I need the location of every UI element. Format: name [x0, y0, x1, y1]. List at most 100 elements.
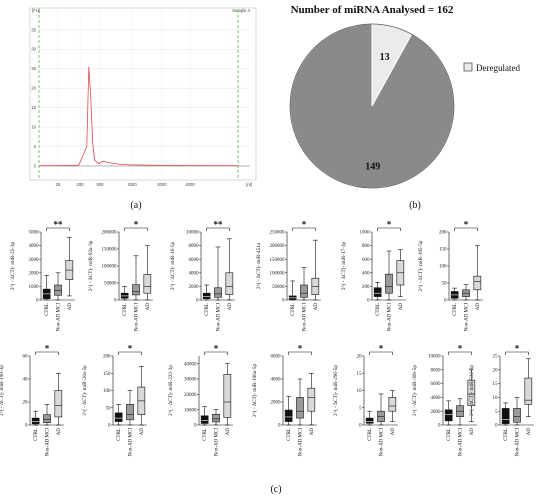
box-non-ad-mci — [126, 403, 134, 421]
box-non-ad-mci — [54, 284, 62, 296]
x-tick-label: 200 — [77, 182, 85, 187]
box-ad — [54, 390, 63, 418]
y-tick-label: 10000 — [186, 231, 199, 236]
y-axis-label: 2^( - ΔCT)- miR-16-5p — [169, 241, 176, 290]
y-tick-label: 0 — [34, 164, 37, 169]
y-tick-label: 100000 — [270, 271, 286, 276]
pie-outline — [289, 23, 455, 189]
y-tick-label: 0 — [196, 299, 199, 304]
y-tick-label: 30 — [31, 47, 36, 52]
box-non-ad-mci — [296, 397, 304, 419]
box-non-ad-mci — [214, 287, 222, 298]
y-axis-label: 2^( - ΔCT)- miR-17-3p — [340, 241, 347, 290]
y-tick-label: 150000 — [270, 258, 286, 263]
significance-bracket — [288, 351, 312, 355]
y-tick-label: 0 — [114, 299, 117, 304]
y-tick-label: 25 — [493, 355, 499, 360]
y-tick-label: 150 — [439, 248, 447, 253]
significance-bracket — [206, 227, 230, 231]
significance-label: * — [298, 344, 303, 354]
y-tick-label: 60 — [23, 355, 29, 360]
y-tick-label: 25 — [31, 66, 36, 71]
significance-label: * — [128, 344, 133, 354]
significance-bracket — [369, 351, 393, 355]
x-category-label: Non-AD MCI — [516, 428, 521, 457]
y-tick-label: 20 — [493, 368, 499, 373]
box-non-ad-mci — [132, 284, 140, 296]
x-category-label: AD — [399, 303, 404, 311]
x-category-label: Non-AD MCI — [380, 428, 385, 457]
y-axis-label: 2^( - ΔCT)- miR-25-3p — [9, 241, 16, 290]
electropherogram-x-unit: [nt] — [246, 182, 252, 187]
electropherogram-gridlines — [39, 10, 250, 176]
x-category-label: Non-AD MCI — [46, 428, 51, 457]
y-axis-label: 2^( - ΔCT)- miR-190-3p — [0, 365, 5, 416]
box-ad — [143, 274, 152, 294]
x-category-label: CTRL — [368, 428, 373, 441]
y-tick-label: 200000 — [102, 231, 118, 236]
y-tick-label: 1000 — [29, 285, 40, 290]
electropherogram-frame — [29, 7, 257, 181]
y-tick-label: 40 — [23, 378, 29, 383]
y-axis-label: 2^( - ΔCT)- miR-92a-3p — [87, 240, 94, 291]
box-ad — [307, 387, 316, 412]
significance-bracket — [118, 351, 142, 355]
boxplot-12: 0 2000 4000 6000 8000 10000 2^( - ΔCT)- miR-30… — [411, 344, 477, 456]
boxplot-6: 0 50 100 150 200 2^( - ΔCT)- miR-195-5p CTRL No… — [417, 220, 483, 331]
y-tick-label: 8000 — [431, 368, 442, 373]
y-tick-label: 0 — [282, 299, 285, 304]
box-non-ad-mci — [385, 273, 393, 294]
box-ctrl — [373, 287, 382, 297]
boxplot-7: 0 20 40 60 2^( - ΔCT)- miR-190-3p CTRL Non-AD … — [0, 344, 64, 457]
x-tick-label: 2000 — [157, 182, 167, 187]
boxplot-10: 0 2000 4000 6000 2^( - ΔCT)- miR-106a-5p CTRL… — [251, 344, 317, 456]
box-ad — [388, 397, 397, 412]
significance-label: * — [302, 220, 307, 230]
boxplot-1: 0 1000 2000 3000 4000 5000 2^( - ΔCT)- miR-25-… — [9, 220, 75, 331]
x-category-label: CTRL — [123, 303, 128, 316]
box-ad — [467, 379, 476, 406]
boxplot-9: 0 10000 20000 30000 40000 2^( - ΔCT)- miR-222… — [167, 344, 233, 456]
y-tick-label: 5 — [495, 410, 498, 415]
y-tick-label: 200 — [103, 355, 111, 360]
y-tick-label: 150 — [103, 372, 111, 377]
x-category-label: Non-AD MCI — [303, 303, 308, 332]
x-category-label: AD — [527, 428, 532, 436]
y-tick-label: 1000 — [360, 231, 371, 236]
y-tick-label: 250000 — [270, 231, 286, 236]
y-tick-label: 10000 — [428, 355, 441, 360]
y-tick-label: 50 — [442, 282, 448, 287]
x-category-label: CTRL — [504, 428, 509, 441]
box-ctrl — [200, 415, 209, 424]
y-tick-label: 10 — [31, 125, 36, 130]
x-category-label: AD — [470, 428, 475, 436]
y-tick-label: 150000 — [102, 248, 118, 253]
x-tick-label: 500 — [97, 182, 105, 187]
y-tick-label: 100000 — [102, 265, 118, 270]
y-tick-label: 2000 — [271, 401, 282, 406]
x-category-label: AD — [146, 303, 151, 311]
pie-slices — [289, 23, 455, 189]
pie-panel: Number of miRNA Analysed = 162 13 149 De… — [289, 4, 520, 211]
box-ctrl — [444, 409, 453, 422]
significance-label: * — [134, 220, 139, 230]
y-tick-label: 3000 — [29, 258, 40, 263]
significance-bracket — [505, 351, 529, 355]
x-category-label: AD — [68, 303, 73, 311]
y-tick-label: 6000 — [431, 382, 442, 387]
y-tick-label: 0 — [438, 424, 441, 429]
x-category-label: Non-AD MCI — [129, 428, 134, 457]
y-tick-label: 10000 — [184, 408, 197, 413]
box-ad — [225, 272, 234, 295]
y-tick-label: 4000 — [271, 378, 282, 383]
boxplot-5: 0 200 400 600 800 1000 2^( - ΔCT)- miR-17-3p CT… — [340, 220, 406, 331]
x-tick-label: 25 — [56, 182, 61, 187]
y-axis-label: 2^( - ΔCT)- miR-296-5p — [332, 365, 339, 416]
y-tick-label: 4000 — [189, 271, 200, 276]
y-tick-label: 50 — [106, 406, 112, 411]
legend-label-deregulated: Deregulated — [476, 63, 520, 73]
y-axis-label: 2^( - ΔCT)- miR-30b-5p — [411, 365, 418, 416]
y-tick-label: 2000 — [431, 410, 442, 415]
significance-bracket — [292, 227, 316, 231]
